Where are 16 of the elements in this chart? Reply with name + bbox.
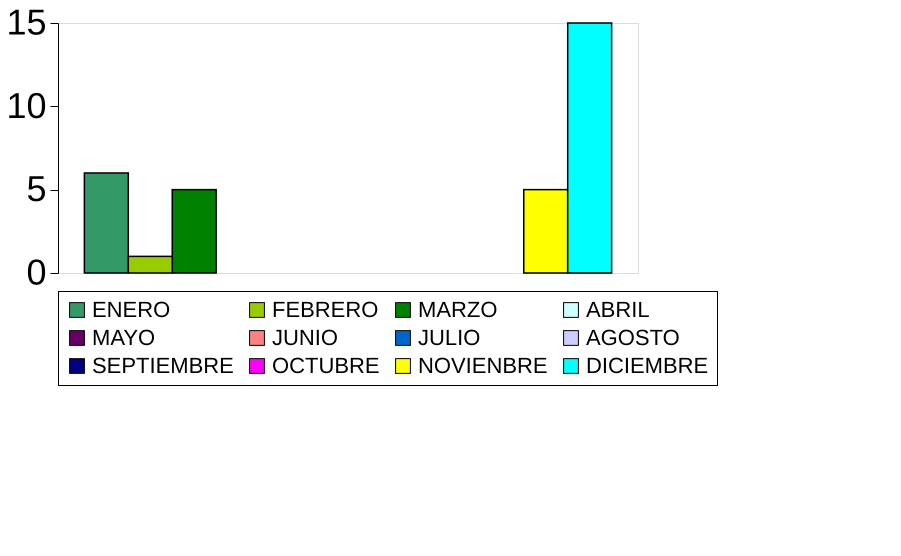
legend-label: SEPTIEMBRE — [92, 353, 234, 378]
legend-label: OCTUBRE — [272, 353, 380, 378]
legend-label: JULIO — [418, 325, 480, 350]
y-tick-label: 5 — [26, 168, 46, 210]
legend-label: JUNIO — [272, 325, 338, 350]
y-tick-label: 0 — [26, 252, 46, 292]
legend-label: DICIEMBRE — [586, 353, 708, 378]
y-tick-label: 10 — [6, 84, 46, 126]
legend-label: ABRIL — [586, 297, 650, 322]
y-tick-label: 15 — [6, 2, 46, 42]
legend-label: NOVIENBRE — [418, 353, 548, 378]
legend-label: MAYO — [92, 325, 156, 350]
legend-label: AGOSTO — [586, 325, 680, 350]
legend-label: MARZO — [418, 297, 498, 322]
legend-label: FEBRERO — [272, 297, 378, 322]
legend-label: ENERO — [92, 297, 170, 322]
